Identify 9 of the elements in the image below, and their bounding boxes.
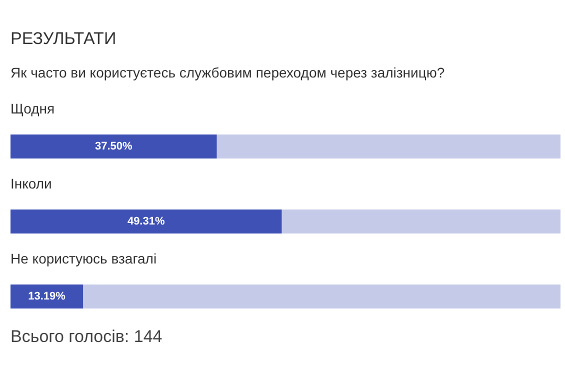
chart-title: РЕЗУЛЬТАТИ	[10, 29, 116, 48]
y-tick-label: Щодня	[10, 100, 55, 116]
data-label: 13.19%	[28, 290, 66, 302]
y-tick-label: Не користуюсь взагалі	[10, 250, 157, 266]
data-label: 37.50%	[94, 140, 132, 152]
chart-subtitle: Як часто ви користуєтесь службовим переходом через залізницю?	[10, 64, 445, 80]
annotation: Всього голосів: 144	[10, 327, 162, 346]
y-tick-label: Інколи	[10, 176, 52, 192]
data-label: 49.31%	[127, 216, 165, 228]
